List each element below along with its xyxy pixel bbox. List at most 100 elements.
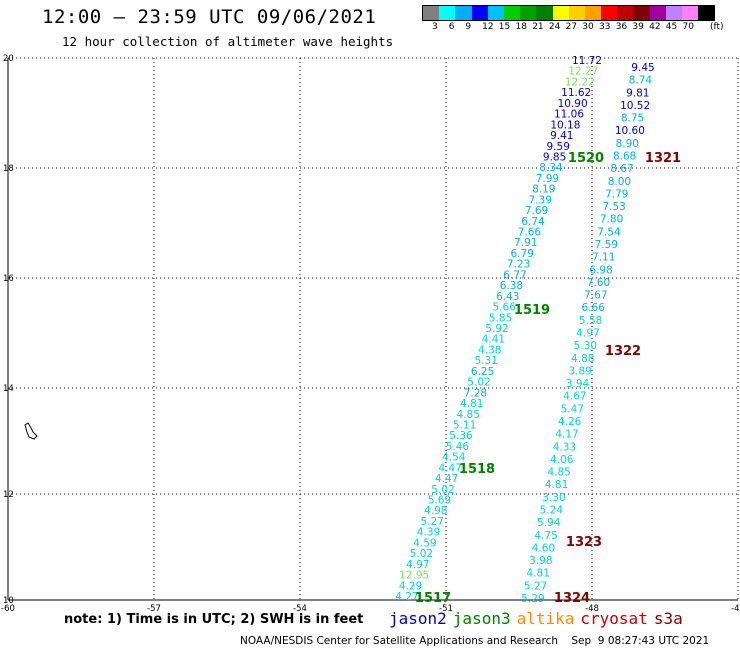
legend-label: 6 <box>448 22 455 32</box>
wave-height-value: 9.41 <box>550 130 573 142</box>
legend-swatch <box>471 6 488 20</box>
wave-height-value: 12.27 <box>568 66 598 78</box>
wave-height-value: 6.66 <box>582 302 606 314</box>
wave-height-value: 7.59 <box>595 239 618 251</box>
wave-height-value: 7.23 <box>507 259 530 271</box>
lat-tick-label: 14 <box>3 384 14 394</box>
wave-height-value: 4.75 <box>534 530 557 542</box>
wave-height-value: 4.59 <box>413 537 436 549</box>
wave-height-value: 8.75 <box>621 113 644 125</box>
wave-height-value: 9.81 <box>626 87 649 99</box>
wave-height-value: 5.29 <box>521 593 544 605</box>
legend-label: 36 <box>615 22 628 32</box>
legend-swatch <box>682 6 699 20</box>
wave-height-value: 5.27 <box>524 580 547 592</box>
lon-tick-label: -45 <box>731 604 740 614</box>
wave-height-value: 7.53 <box>602 201 625 213</box>
pass-number-label: 1519 <box>514 303 550 318</box>
wave-height-value: 8.19 <box>532 184 555 196</box>
wave-height-value: 4.85 <box>457 409 480 421</box>
pass-number-label: 1321 <box>645 151 681 166</box>
note-text: note: 1) Time is in UTC; 2) SWH is in fe… <box>64 612 364 627</box>
wave-height-value: 9.59 <box>547 141 570 153</box>
pass-number-label: 1520 <box>568 151 604 166</box>
wave-height-value: 5.24 <box>540 505 564 517</box>
wave-height-value: 5.58 <box>579 315 602 327</box>
pass-number-label: 1323 <box>566 535 602 550</box>
wave-height-value: 3.94 <box>566 378 590 390</box>
wave-height-value: 7.39 <box>529 194 552 206</box>
wave-height-value: 5.66 <box>493 302 517 314</box>
wave-height-value: 7.11 <box>592 252 615 264</box>
island-outline <box>24 422 38 440</box>
wave-height-value: 7.91 <box>514 237 537 249</box>
page-title: 12:00 – 23:59 UTC 09/06/2021 <box>42 6 377 28</box>
lon-tick-label: -57 <box>147 604 161 614</box>
lon-tick-label: -48 <box>585 604 599 614</box>
wave-height-value: 8.68 <box>613 151 636 163</box>
wave-height-value: 5.02 <box>467 377 490 389</box>
wave-height-value: 4.41 <box>482 334 505 346</box>
legend-swatch <box>455 6 472 20</box>
wave-height-value: 8.34 <box>539 162 563 174</box>
wave-height-value: 4.47 <box>439 462 462 474</box>
legend-swatch <box>649 6 666 20</box>
wave-height-value: 9.85 <box>543 151 566 163</box>
wave-height-value: 9.45 <box>631 62 654 74</box>
legend-label: 33 <box>599 22 611 32</box>
page-subtitle: 12 hour collection of altimeter wave hei… <box>62 34 394 49</box>
wave-height-value: 5.02 <box>431 484 454 496</box>
legend-label: 21 <box>532 22 544 32</box>
lon-tick-label: -60 <box>1 604 15 614</box>
wave-height-value: 6.98 <box>589 264 612 276</box>
wave-height-value: 5.27 <box>421 516 444 528</box>
satellite-jason2: jason2 <box>389 609 447 628</box>
wave-height-value: 4.85 <box>547 467 570 479</box>
wave-height-value: 6.74 <box>521 216 545 228</box>
wave-height-value: 3.30 <box>542 492 565 504</box>
wave-height-value: 4.47 <box>435 473 458 485</box>
wave-height-value: 3.89 <box>568 365 591 377</box>
wave-height-value: 5.69 <box>428 495 451 507</box>
wave-height-value: 5.11 <box>453 419 476 431</box>
legend-swatch <box>423 6 440 20</box>
wave-height-value: 6.38 <box>500 280 523 292</box>
legend-label: 3 <box>432 22 438 32</box>
lat-tick-label: 18 <box>3 164 14 174</box>
lat-tick-label: 16 <box>3 274 14 284</box>
legend-swatch <box>568 6 585 20</box>
legend-swatch <box>665 6 682 20</box>
wave-height-value: 7.79 <box>605 188 628 200</box>
legend-swatch <box>617 6 634 20</box>
wave-height-value: 4.27 <box>395 591 418 603</box>
wave-height-value: 6.77 <box>503 269 526 281</box>
wave-height-value: 10.18 <box>550 119 580 131</box>
legend-label: 30 <box>582 22 594 32</box>
wave-height-value: 7.28 <box>464 387 487 399</box>
wave-height-value: 4.39 <box>417 527 440 539</box>
wave-height-value: 4.54 <box>442 452 466 464</box>
wave-height-value: 4.17 <box>555 429 578 441</box>
legend-swatch <box>503 6 521 20</box>
lat-tick-label: 10 <box>3 596 14 606</box>
color-scale-labels: 3 6 9 12 15 18 21 24 27 30 33 36 39 42 45 70 (ft) <box>422 22 732 34</box>
wave-height-value: 7.99 <box>536 173 559 185</box>
wave-height-value: 4.81 <box>460 398 483 410</box>
wave-height-value: 4.81 <box>527 568 550 580</box>
wave-height-value: 4.81 <box>545 479 568 491</box>
legend-label: 70 <box>682 22 694 32</box>
wave-height-value: 5.92 <box>485 323 508 335</box>
legend-label: 42 <box>649 22 661 32</box>
legend-swatch <box>584 6 602 20</box>
wave-height-value: 7.80 <box>600 214 623 226</box>
legend-label: 9 <box>465 22 472 32</box>
legend-swatch <box>536 6 553 20</box>
wave-height-value: 5.36 <box>449 430 473 442</box>
wave-height-value: 5.47 <box>561 403 584 415</box>
wave-height-value: 3.98 <box>529 555 552 567</box>
wave-height-value: 11.06 <box>554 109 584 121</box>
lon-tick-label: -54 <box>293 604 307 614</box>
wave-height-value: 5.31 <box>475 355 498 367</box>
wave-height-value: 12.95 <box>399 570 429 582</box>
